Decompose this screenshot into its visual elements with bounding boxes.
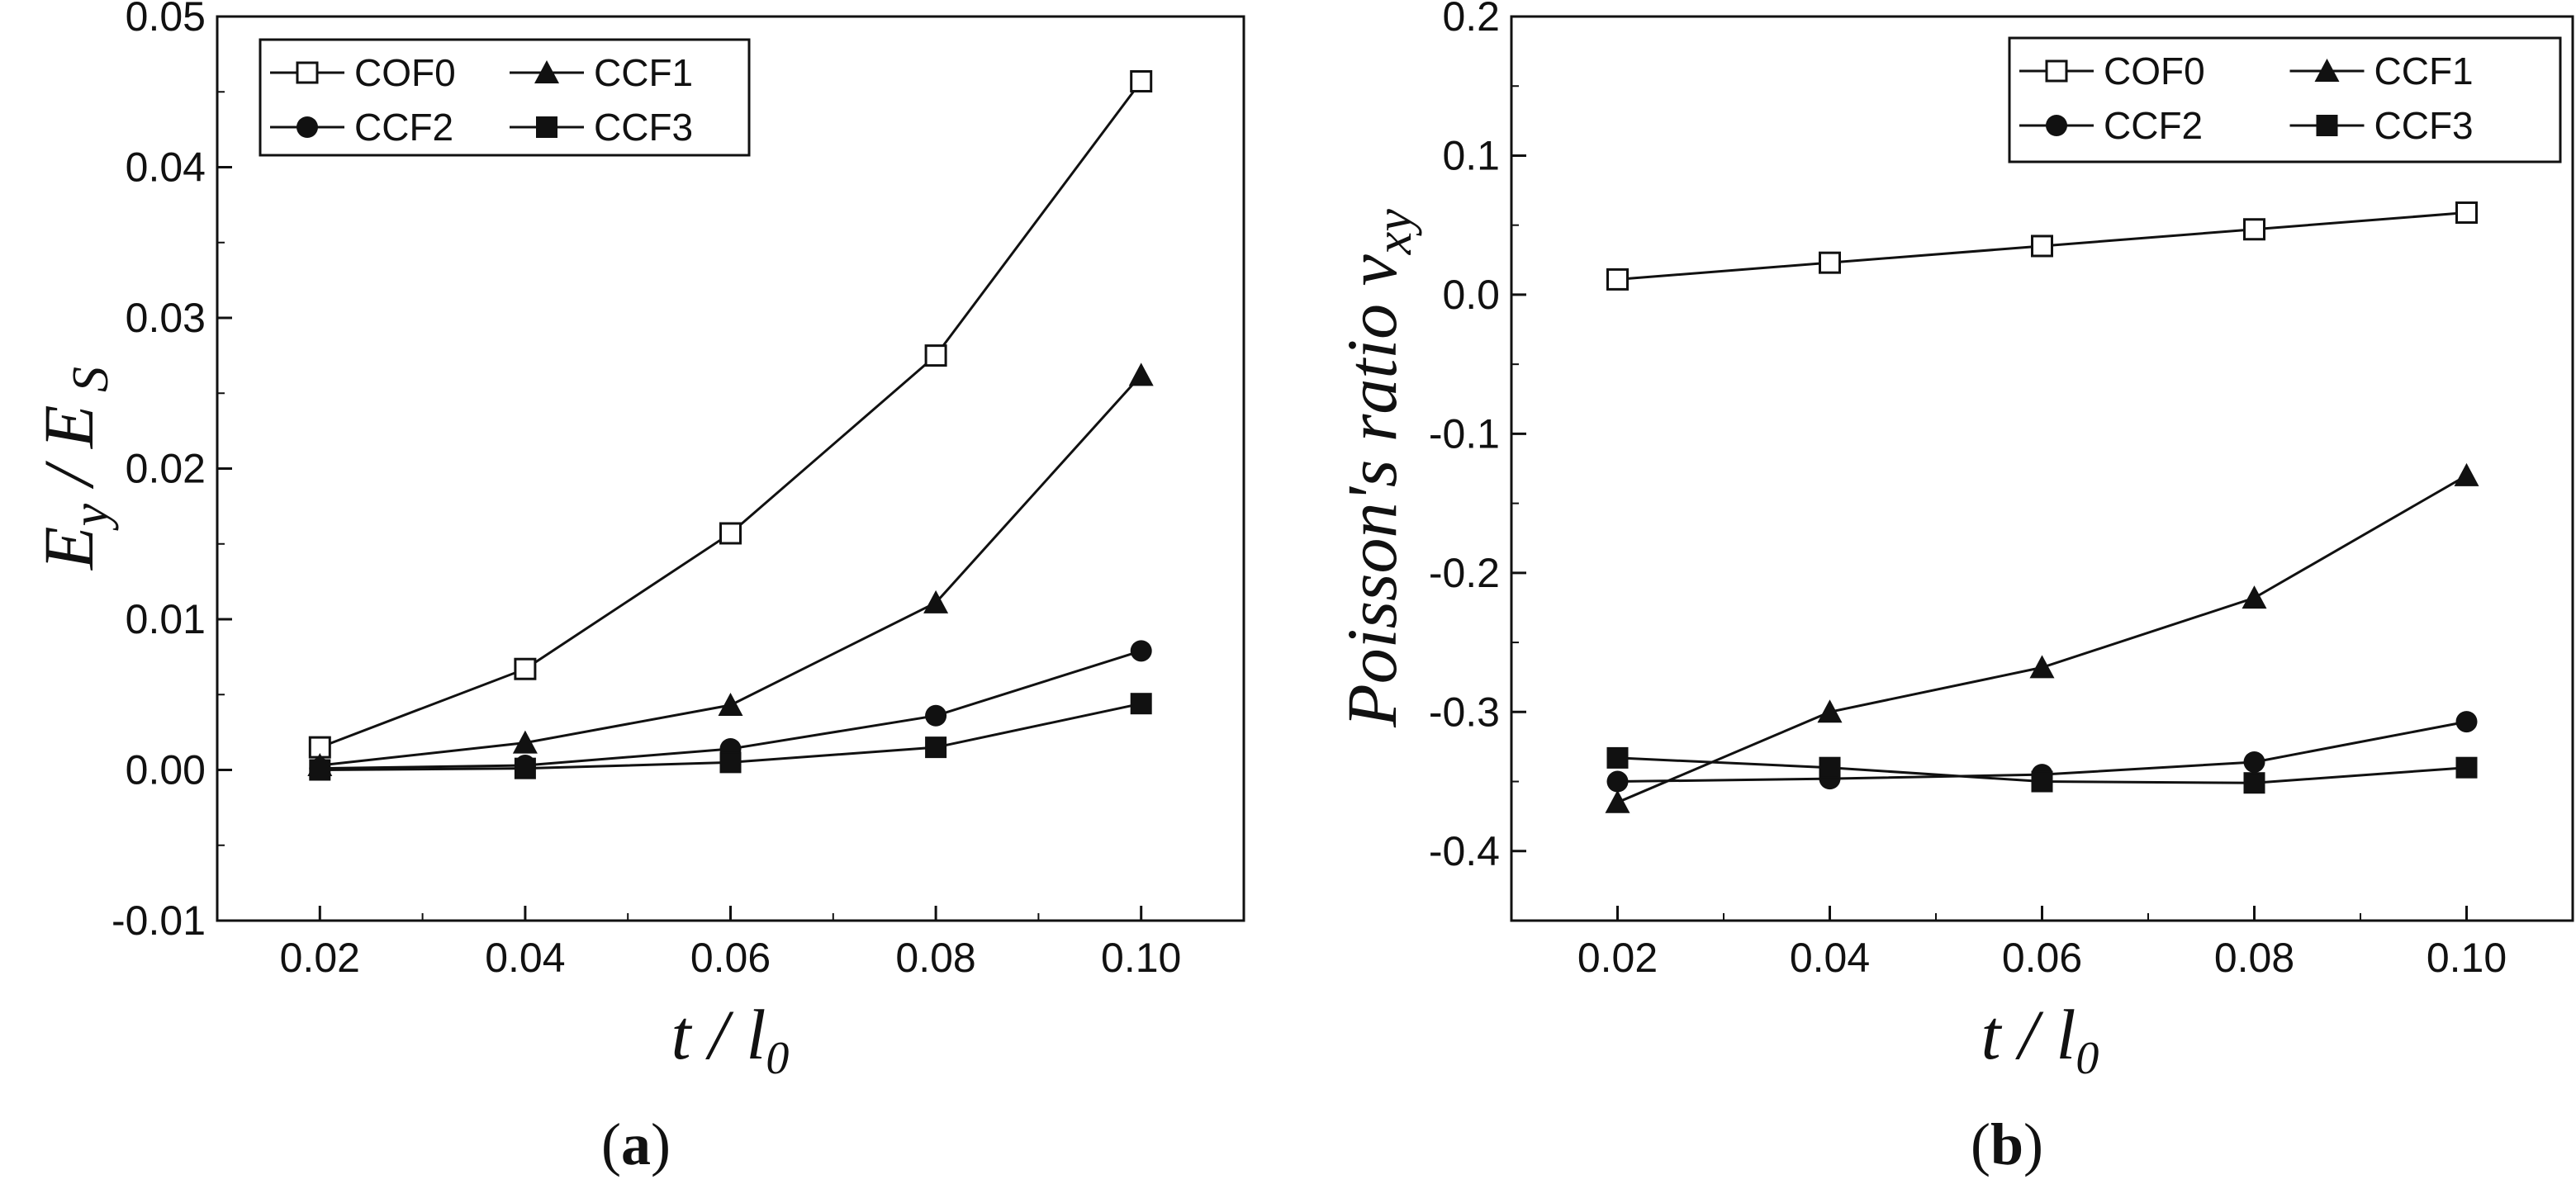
data-point-cof0 xyxy=(2455,201,2478,225)
y-tick-label: 0.03 xyxy=(126,295,206,341)
x-tick-label: 0.10 xyxy=(1101,935,1181,981)
y-tick-label: -0.1 xyxy=(1429,410,1500,457)
y-tick-label: 0.00 xyxy=(126,747,206,793)
axes-ticks-b: 0.02 0.04 0.06 0.08 0.10 -0.4 -0.3 -0.2 -0.1 0.0 0… xyxy=(1429,0,2574,981)
chart-panel-a: 0.02 0.04 0.06 0.08 0.10 -0.01 0.00 0.01 0.02 0.0… xyxy=(29,0,1245,1177)
y-axis-label-b: Poisson's ratio vxy xyxy=(1332,209,1422,728)
data-point-cof0 xyxy=(1819,251,1841,274)
legend-label-ccf2: CCF2 xyxy=(2104,104,2203,147)
data-point-cof0 xyxy=(2243,218,2265,241)
data-point-cof0 xyxy=(514,657,537,680)
y-tick-label: 0.2 xyxy=(1442,0,1500,40)
data-point-cof0 xyxy=(1606,268,1629,291)
legend-box xyxy=(259,38,751,157)
x-tick-label: 0.06 xyxy=(2002,935,2082,981)
panel-label-b: (b) xyxy=(1971,1111,2043,1177)
data-point-ccf1 xyxy=(2029,655,2055,679)
y-tick-label: 0.05 xyxy=(126,0,206,40)
legend-label-cof0: COF0 xyxy=(2104,50,2205,92)
y-axis-label-a: Ey / E S xyxy=(29,367,119,571)
legend-marker-cof0 xyxy=(296,61,319,84)
x-tick-label: 0.04 xyxy=(1790,935,1870,981)
data-point-ccf3 xyxy=(309,759,331,781)
series-line-ccf1 xyxy=(1616,474,2468,804)
chart-panel-b: 0.02 0.04 0.06 0.08 0.10 -0.4 -0.3 -0.2 -0.1 0.0 0… xyxy=(1332,0,2574,1177)
data-point-ccf1 xyxy=(2242,585,2267,609)
legend-label-ccf3: CCF3 xyxy=(594,106,693,149)
legend-marker-ccf2 xyxy=(297,116,318,138)
legend-label-ccf2: CCF2 xyxy=(354,106,453,149)
axes-ticks-a: 0.02 0.04 0.06 0.08 0.10 -0.01 0.00 0.01 0.02 0.0… xyxy=(111,0,1245,981)
data-point-ccf1 xyxy=(2454,462,2479,486)
data-point-ccf3 xyxy=(1819,756,1841,779)
legend-box xyxy=(2008,36,2562,163)
legend-marker-ccf3 xyxy=(2316,115,2338,136)
data-point-ccf2 xyxy=(1130,640,1152,662)
x-tick-label: 0.08 xyxy=(895,935,975,981)
data-point-ccf2 xyxy=(1606,770,1629,793)
legend-marker-cof0 xyxy=(2045,59,2068,83)
legend-marker-ccf1 xyxy=(2314,59,2340,82)
data-point-ccf1 xyxy=(1605,789,1630,813)
data-point-cof0 xyxy=(924,344,947,367)
legend-label-ccf1: CCF1 xyxy=(2374,50,2474,92)
legend-marker-ccf1 xyxy=(534,60,559,83)
x-tick-label: 0.04 xyxy=(485,935,565,981)
data-point-ccf2 xyxy=(925,704,947,727)
legend-marker-ccf2 xyxy=(2046,115,2067,136)
data-point-cof0 xyxy=(719,522,742,545)
y-tick-label: 0.01 xyxy=(126,596,206,642)
y-tick-label: 0.0 xyxy=(1442,272,1500,318)
legend-label-ccf1: CCF1 xyxy=(594,51,693,94)
data-point-cof0 xyxy=(2031,234,2053,258)
x-tick-label: 0.06 xyxy=(690,935,771,981)
data-point-ccf3 xyxy=(2455,756,2478,779)
legend-a: COF0 CCF1 CCF2 CCF3 xyxy=(259,38,751,157)
series-line-cof0 xyxy=(319,80,1142,749)
series-layer-b xyxy=(1605,201,2479,813)
data-point-ccf3 xyxy=(1606,746,1629,769)
data-point-ccf2 xyxy=(2455,711,2478,733)
data-point-cof0 xyxy=(1130,69,1153,92)
data-point-ccf3 xyxy=(925,736,947,759)
data-point-ccf1 xyxy=(512,730,538,754)
panel-label-a: (a) xyxy=(601,1111,671,1177)
data-point-ccf1 xyxy=(718,693,743,717)
data-point-ccf3 xyxy=(514,757,536,779)
y-tick-label: 0.02 xyxy=(126,446,206,492)
series-layer-a xyxy=(307,69,1154,781)
data-point-ccf3 xyxy=(2031,770,2053,793)
data-point-ccf3 xyxy=(1130,693,1152,715)
data-point-ccf3 xyxy=(2243,772,2265,794)
y-tick-label: -0.2 xyxy=(1429,550,1500,596)
data-point-ccf1 xyxy=(1128,362,1154,386)
y-tick-label: 0.04 xyxy=(126,144,206,191)
legend-label-ccf3: CCF3 xyxy=(2374,104,2474,147)
x-tick-label: 0.02 xyxy=(280,935,360,981)
y-tick-label: -0.01 xyxy=(111,897,206,944)
legend-b: COF0 CCF1 CCF2 CCF3 xyxy=(2008,36,2562,163)
data-point-ccf1 xyxy=(1817,699,1843,723)
legend-label-cof0: COF0 xyxy=(354,51,456,94)
x-axis-label-b: t / l0 xyxy=(1981,995,2099,1084)
y-tick-label: -0.3 xyxy=(1429,689,1500,735)
x-tick-label: 0.02 xyxy=(1577,935,1658,981)
x-tick-label: 0.08 xyxy=(2214,935,2294,981)
legend-marker-ccf3 xyxy=(536,116,557,138)
data-point-ccf2 xyxy=(2243,751,2265,773)
data-point-ccf1 xyxy=(923,590,949,613)
y-tick-label: -0.4 xyxy=(1429,828,1500,874)
x-axis-label-a: t / l0 xyxy=(671,995,790,1084)
y-tick-label: 0.1 xyxy=(1442,132,1500,178)
x-tick-label: 0.10 xyxy=(2427,935,2507,981)
data-point-ccf3 xyxy=(719,751,742,774)
